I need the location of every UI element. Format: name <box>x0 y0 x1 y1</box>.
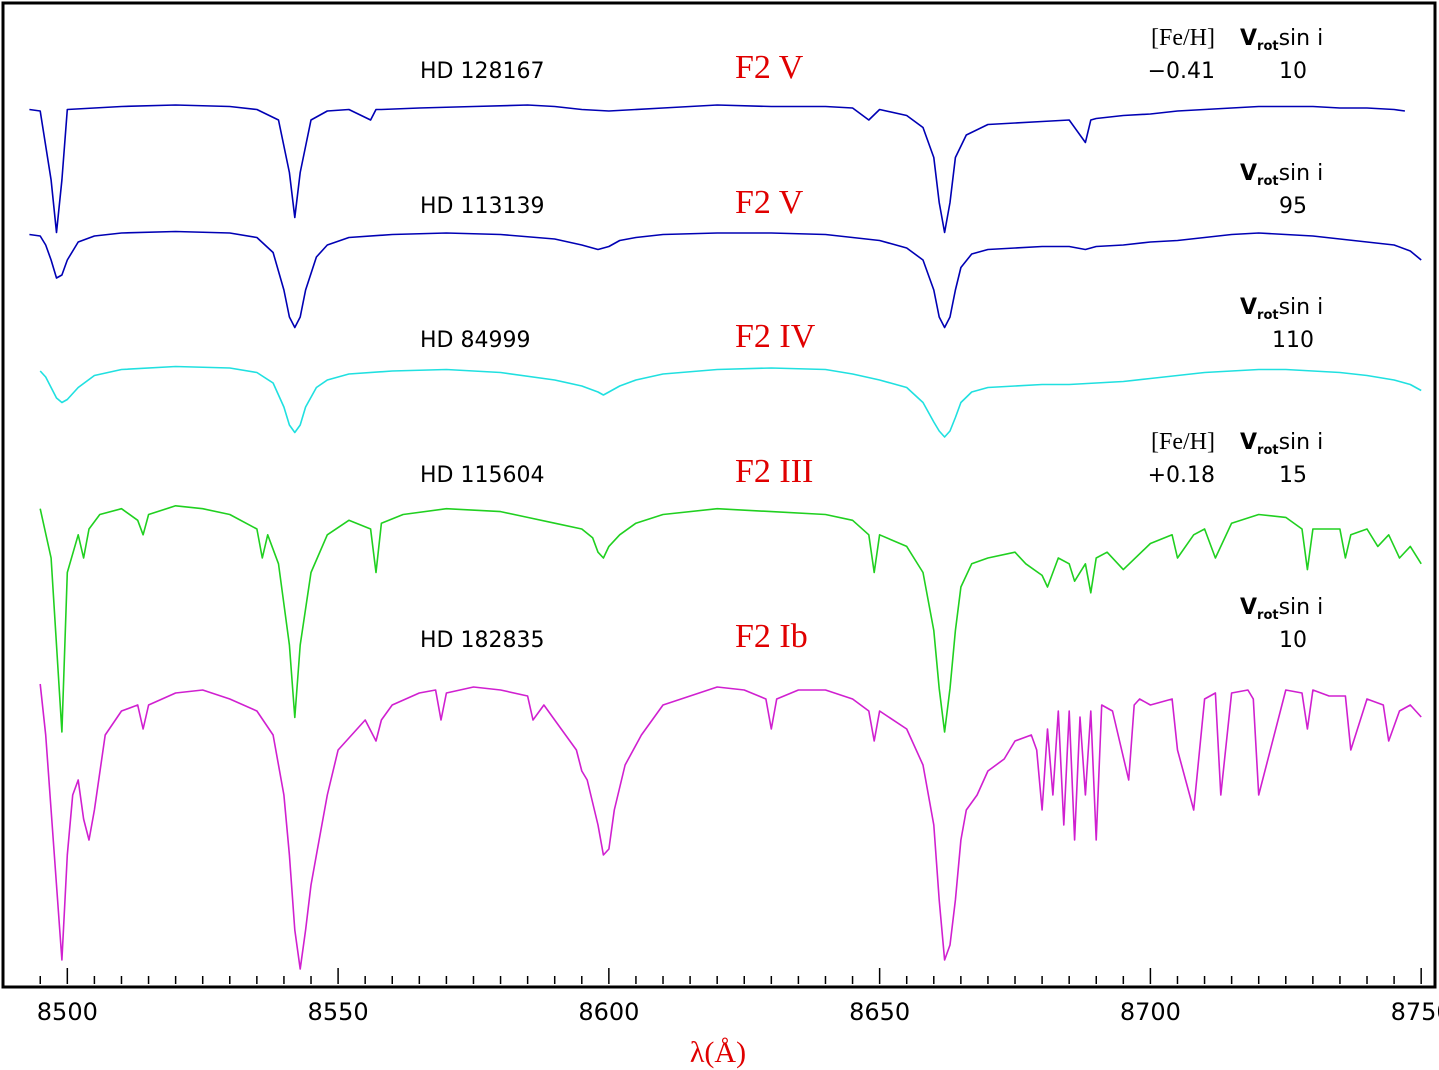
spectral-type-label: F2 III <box>735 453 813 490</box>
x-axis: 8500 8550 8600 8650 8700 8750 <box>37 968 1439 1026</box>
vrot-value: 10 <box>1279 628 1307 653</box>
star-name-label: HD 182835 <box>420 628 544 653</box>
feh-value: +0.18 <box>1148 463 1215 488</box>
x-tick-label: 8750 <box>1391 998 1439 1026</box>
spectral-type-label: F2 Ib <box>735 618 808 655</box>
spectrum-line-s4 <box>39 505 1422 733</box>
spectrum-line-s3 <box>39 365 1422 438</box>
spectrum-line-s2 <box>29 230 1422 329</box>
x-tick-label: 8600 <box>578 998 639 1026</box>
x-tick-label: 8550 <box>308 998 369 1026</box>
feh-header: [Fe/H] <box>1151 429 1215 455</box>
vrot-header: Vrotsin i <box>1240 595 1323 623</box>
star-name-label: HD 128167 <box>420 59 544 84</box>
x-tick-label: 8650 <box>849 998 910 1026</box>
plot-frame <box>1 1 1437 989</box>
spectral-type-label: F2 IV <box>735 318 816 355</box>
star-name-label: HD 113139 <box>420 194 544 219</box>
star-name-label: HD 84999 <box>420 328 530 353</box>
vrot-header: Vrotsin i <box>1240 430 1323 458</box>
x-axis-label: λ(Å) <box>690 1036 746 1069</box>
spectrum-line-s1 <box>29 104 1406 234</box>
vrot-value: 95 <box>1279 194 1307 219</box>
x-tick-label: 8700 <box>1120 998 1181 1026</box>
spectrum-line-s5 <box>39 683 1422 970</box>
series-layer <box>29 104 1422 970</box>
star-name-label: HD 115604 <box>420 463 544 488</box>
spectral-type-label: F2 V <box>735 49 804 86</box>
vrot-header: Vrotsin i <box>1240 26 1323 54</box>
x-tick-label: 8500 <box>37 998 98 1026</box>
vrot-value: 10 <box>1279 59 1307 84</box>
spectral-type-label: F2 V <box>735 184 804 221</box>
vrot-header: Vrotsin i <box>1240 295 1323 323</box>
feh-header: [Fe/H] <box>1151 25 1215 51</box>
feh-value: −0.41 <box>1148 59 1215 84</box>
vrot-header: Vrotsin i <box>1240 161 1323 189</box>
vrot-value: 110 <box>1272 328 1314 353</box>
labels-layer: HD 128167 F2 V [Fe/H] −0.41 Vrotsin i 10 HD 11… <box>420 25 1323 655</box>
vrot-value: 15 <box>1279 463 1307 488</box>
